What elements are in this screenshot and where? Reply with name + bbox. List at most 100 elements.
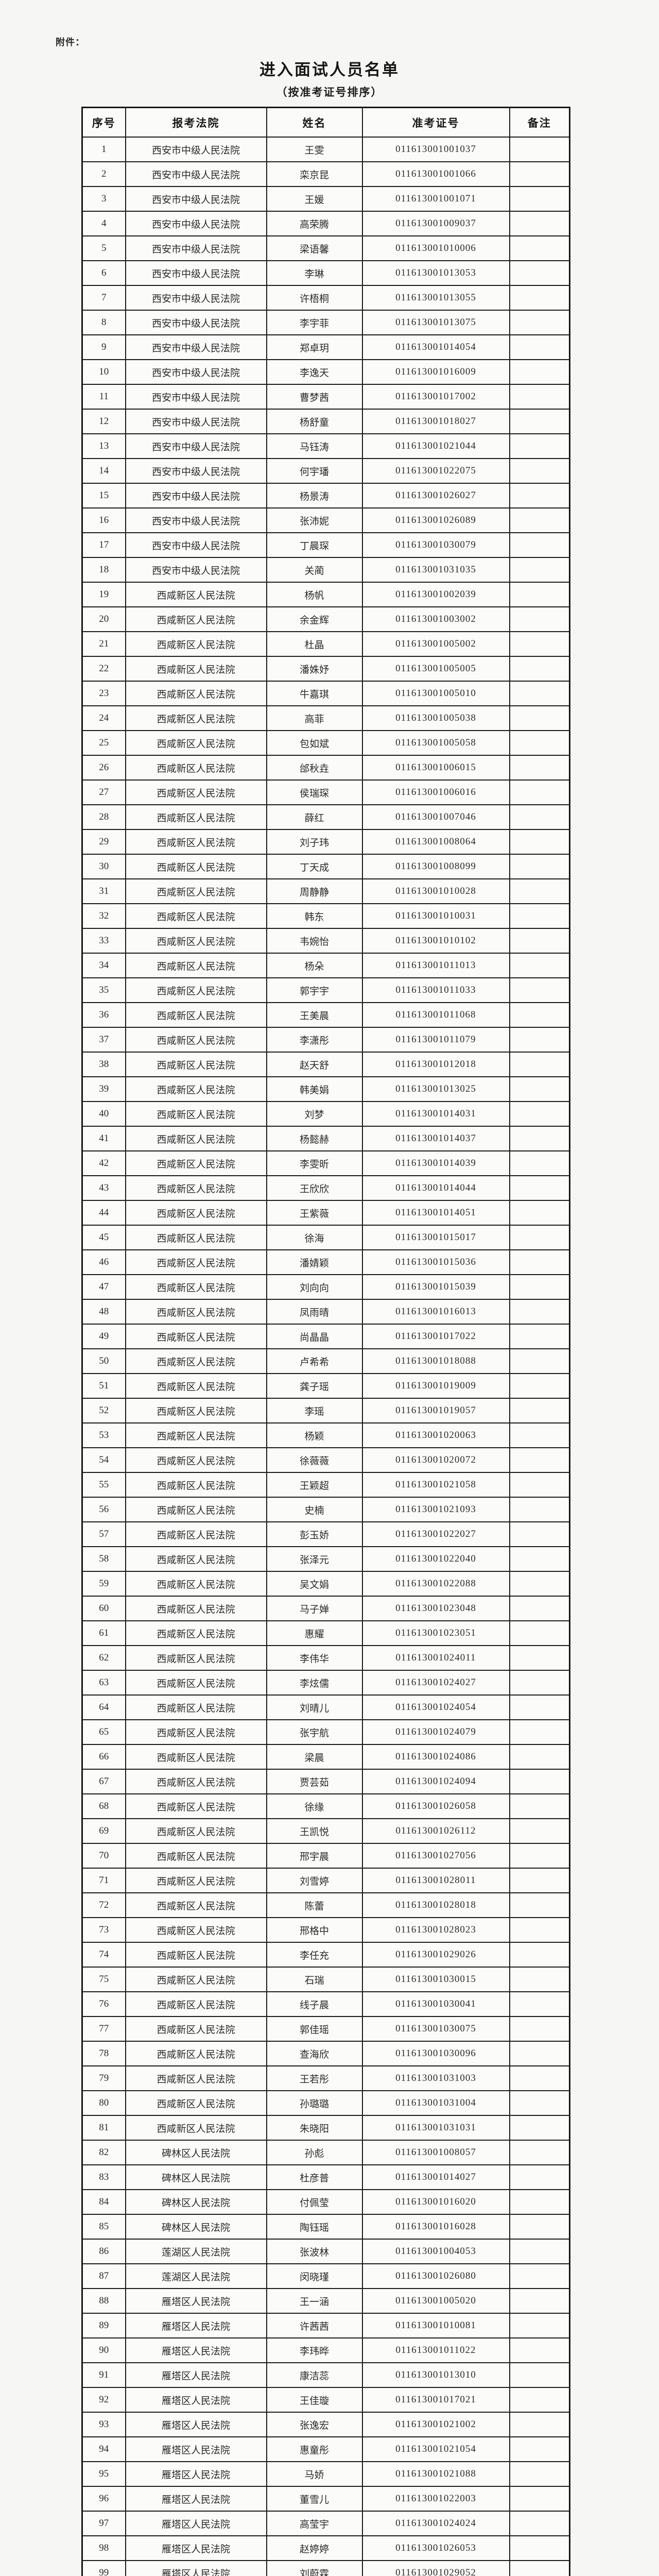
cell-no: 5 <box>81 235 126 261</box>
cell-court: 西咸新区人民法院 <box>125 582 267 607</box>
cell-court: 西咸新区人民法院 <box>125 1398 267 1423</box>
cell-name: 张宇航 <box>266 1719 363 1745</box>
table-row: 5 西安市中级人民法院 梁语馨 011613001010006 <box>81 235 570 261</box>
cell-ticket: 011613001013025 <box>361 1076 510 1102</box>
cell-name: 邢格中 <box>266 1917 363 1943</box>
cell-remark <box>509 2090 570 2116</box>
cell-name: 石瑞 <box>266 1967 363 1992</box>
cell-remark <box>509 1818 570 1844</box>
cell-remark <box>509 854 570 879</box>
cell-remark <box>509 1422 570 1448</box>
table-row: 18 西安市中级人民法院 关蔺 011613001031035 <box>81 557 570 583</box>
cell-court: 西咸新区人民法院 <box>125 1892 267 1918</box>
table-row: 73 西咸新区人民法院 邢格中 011613001028023 <box>81 1917 570 1943</box>
cell-no: 32 <box>81 903 126 929</box>
table-row: 86 莲湖区人民法院 张波林 011613001004053 <box>81 2239 570 2264</box>
table-row: 44 西咸新区人民法院 王紫薇 011613001014051 <box>81 1200 570 1226</box>
cell-name: 郑卓玥 <box>266 334 363 360</box>
cell-no: 25 <box>81 730 126 756</box>
cell-no: 81 <box>81 2115 126 2141</box>
cell-remark <box>509 2436 570 2462</box>
cell-no: 62 <box>81 1645 126 1671</box>
cell-remark <box>509 1447 570 1473</box>
cell-remark <box>509 2214 570 2240</box>
table-row: 60 西咸新区人民法院 马子婵 011613001023048 <box>81 1596 570 1621</box>
table-row: 88 雁塔区人民法院 王一涵 011613001005020 <box>81 2288 570 2314</box>
cell-no: 33 <box>81 928 126 954</box>
cell-name: 何宇璠 <box>266 458 363 484</box>
cell-name: 马子婵 <box>266 1596 363 1621</box>
cell-ticket: 011613001017002 <box>361 384 510 410</box>
cell-name: 杨舒童 <box>266 409 363 434</box>
cell-remark <box>509 1917 570 1943</box>
cell-remark <box>509 2065 570 2091</box>
cell-remark <box>509 1398 570 1423</box>
cell-court: 西咸新区人民法院 <box>125 953 267 978</box>
cell-court: 西咸新区人民法院 <box>125 1843 267 1869</box>
cell-remark <box>509 2115 570 2141</box>
cell-ticket: 011613001028018 <box>361 1892 510 1918</box>
cell-no: 16 <box>81 507 126 533</box>
table-row: 32 西咸新区人民法院 韩东 011613001010031 <box>81 903 570 929</box>
table-row: 19 西咸新区人民法院 杨帆 011613001002039 <box>81 582 570 607</box>
cell-no: 63 <box>81 1670 126 1696</box>
cell-no: 97 <box>81 2511 126 2536</box>
cell-name: 史楠 <box>266 1497 363 1522</box>
cell-remark <box>509 1052 570 1077</box>
cell-ticket: 011613001016013 <box>361 1299 510 1325</box>
cell-no: 54 <box>81 1447 126 1473</box>
cell-court: 西咸新区人民法院 <box>125 1769 267 1794</box>
cell-ticket: 011613001026080 <box>361 2263 510 2289</box>
cell-ticket: 011613001020072 <box>361 1447 510 1473</box>
cell-ticket: 011613001024086 <box>361 1744 510 1770</box>
cell-remark <box>509 928 570 954</box>
table-row: 99 雁塔区人民法院 刘蔚霖 011613001029052 <box>81 2560 570 2576</box>
cell-remark <box>509 2486 570 2512</box>
cell-remark <box>509 1967 570 1992</box>
cell-remark <box>509 161 570 187</box>
cell-remark <box>509 2412 570 2437</box>
cell-remark <box>509 1150 570 1176</box>
cell-remark <box>509 2263 570 2289</box>
cell-no: 15 <box>81 483 126 509</box>
cell-name: 杜晶 <box>266 631 363 657</box>
cell-no: 11 <box>81 384 126 410</box>
cell-ticket: 011613001026027 <box>361 483 510 509</box>
table-row: 47 西咸新区人民法院 刘向向 011613001015039 <box>81 1274 570 1300</box>
cell-ticket: 011613001027056 <box>361 1843 510 1869</box>
cell-remark <box>509 285 570 311</box>
cell-court: 西咸新区人民法院 <box>125 1422 267 1448</box>
table-row: 41 西咸新区人民法院 杨懿赫 011613001014037 <box>81 1126 570 1151</box>
cell-name: 马娇 <box>266 2461 363 2487</box>
cell-court: 西咸新区人民法院 <box>125 1447 267 1473</box>
cell-no: 75 <box>81 1967 126 1992</box>
table-row: 51 西咸新区人民法院 龚子瑶 011613001019009 <box>81 1373 570 1399</box>
table-row: 53 西咸新区人民法院 杨颖 011613001020063 <box>81 1422 570 1448</box>
cell-remark <box>509 2016 570 2042</box>
table-row: 33 西咸新区人民法院 韦婉怡 011613001010102 <box>81 928 570 954</box>
cell-name: 朱晓阳 <box>266 2115 363 2141</box>
table-row: 17 西安市中级人民法院 丁晨琛 011613001030079 <box>81 532 570 558</box>
cell-remark <box>509 211 570 236</box>
cell-remark <box>509 1175 570 1201</box>
cell-remark <box>509 2140 570 2165</box>
cell-name: 杜彦普 <box>266 2164 363 2190</box>
header-court: 报考法院 <box>125 107 267 138</box>
cell-name: 刘蔚霖 <box>266 2560 363 2576</box>
cell-no: 98 <box>81 2535 126 2561</box>
cell-court: 西安市中级人民法院 <box>125 359 267 385</box>
table-row: 16 西安市中级人民法院 张沛妮 011613001026089 <box>81 507 570 533</box>
table-row: 57 西咸新区人民法院 彭玉娇 011613001022027 <box>81 1521 570 1547</box>
cell-ticket: 011613001028023 <box>361 1917 510 1943</box>
cell-no: 35 <box>81 977 126 1003</box>
header-row: 序号 报考法院 姓名 准考证号 备注 <box>81 107 570 138</box>
table-row: 36 西咸新区人民法院 王美晨 011613001011068 <box>81 1002 570 1028</box>
cell-no: 42 <box>81 1150 126 1176</box>
cell-no: 24 <box>81 705 126 731</box>
cell-no: 36 <box>81 1002 126 1028</box>
cell-no: 26 <box>81 755 126 781</box>
cell-ticket: 011613001016020 <box>361 2189 510 2215</box>
cell-ticket: 011613001003002 <box>361 606 510 632</box>
table-row: 64 西咸新区人民法院 刘晴儿 011613001024054 <box>81 1694 570 1720</box>
cell-court: 西咸新区人民法院 <box>125 1571 267 1597</box>
